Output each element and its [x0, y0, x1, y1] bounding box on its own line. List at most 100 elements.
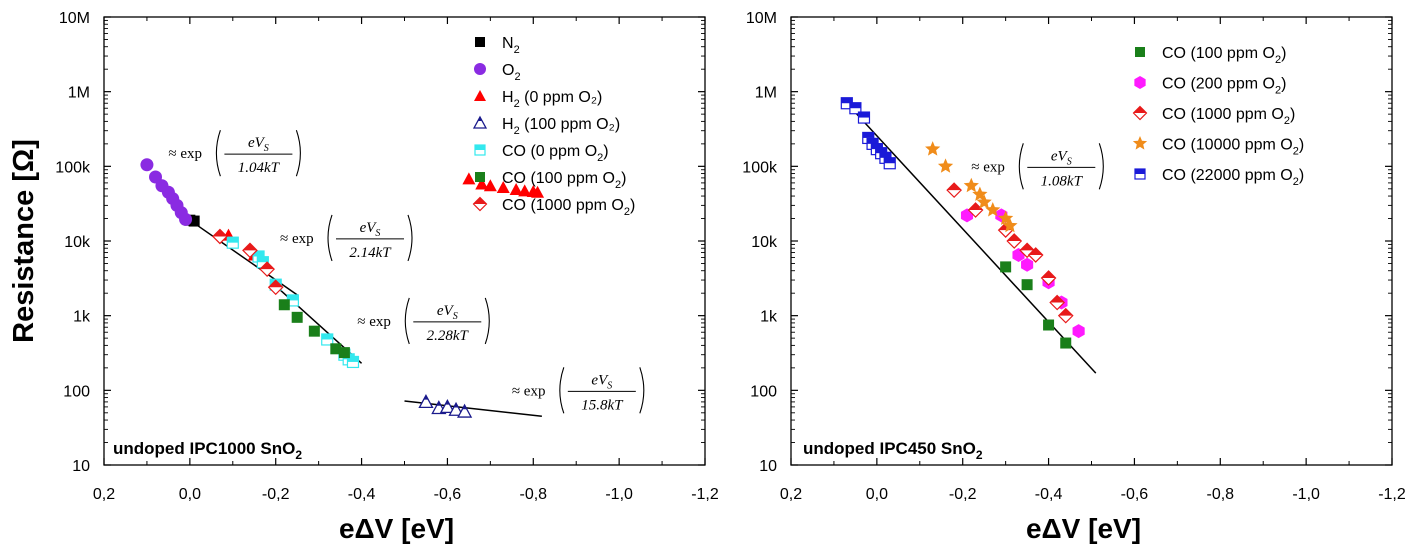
svg-text:eVS: eVS [248, 135, 269, 154]
x-tick-label: -0,4 [348, 486, 376, 503]
data-point [226, 236, 239, 249]
panel-label: undoped IPC1000 SnO2 [113, 439, 302, 462]
legend-label: H2 (0 ppm O₂) [502, 89, 602, 110]
x-tick-label: -0,4 [1035, 486, 1063, 503]
svg-text:1.08kT: 1.08kT [1041, 173, 1084, 189]
data-point [308, 325, 320, 337]
data-point [1049, 294, 1066, 311]
plot-frame [790, 16, 1393, 466]
data-point [849, 102, 862, 115]
y-tick-label: 1k [760, 309, 778, 326]
x-tick-label: -0,2 [262, 486, 290, 503]
legend: N2 O2 H2 (0 ppm O₂) H2 (100 ppm O₂) CO (0 pp… [472, 35, 635, 218]
legend-label: CO (1000 ppm O2) [1162, 106, 1295, 127]
legend-label: CO (0 ppm O2) [502, 143, 609, 164]
legend-marker [1134, 168, 1146, 180]
data-point [1021, 279, 1033, 291]
data-point [509, 182, 523, 195]
data-point [963, 177, 979, 193]
x-tick-label: -1,0 [1292, 486, 1320, 503]
svg-text:eVS: eVS [591, 372, 612, 391]
data-point [439, 399, 456, 414]
y-tick-label: 100k [742, 159, 778, 176]
svg-text:≈ exp: ≈ exp [168, 146, 202, 162]
svg-text:2.14kT: 2.14kT [349, 245, 392, 261]
data-point [1072, 324, 1085, 339]
legend-marker [472, 115, 488, 129]
chart-panel-2: 0,2 0,0 -0,2 -0,4 -0,6 -0,8 -1,0 -1,2 10 100 1k 10k… [742, 10, 1406, 544]
fit-annotation: ≈ exp eVS 2.14kT [280, 214, 413, 262]
data-point [531, 185, 545, 198]
data-point [338, 347, 350, 359]
svg-text:eVS: eVS [360, 220, 381, 239]
legend-label: CO (10000 ppm O2) [1162, 137, 1304, 158]
fit-annotation: ≈ exp eVS 2.28kT [357, 297, 490, 345]
y-tick-label: 1M [755, 85, 777, 102]
x-axis-title: eΔV [eV] [339, 513, 454, 544]
data-point [857, 111, 871, 124]
svg-text:≈ exp: ≈ exp [280, 231, 314, 247]
y-tick-label: 10k [751, 234, 778, 251]
x-tick-label: 0,0 [866, 486, 888, 503]
legend-marker [475, 37, 485, 47]
svg-text:≈ exp: ≈ exp [512, 383, 546, 399]
data-point [291, 311, 303, 323]
legend: CO (100 ppm O2) CO (200 ppm O2) CO (1000 p… [1132, 45, 1304, 188]
data-point [278, 299, 290, 311]
legend-label: N2 [502, 35, 520, 56]
legend-label: CO (1000 ppm O2) [502, 197, 635, 218]
data-point [457, 403, 473, 418]
data-point [259, 261, 275, 277]
data-point [330, 343, 342, 355]
chart-panel-1: 0,2 0,0 -0,2 -0,4 -0,6 -0,8 -1,0 -1,2 10 100 1k 10k… [8, 10, 719, 544]
x-tick-label: -1,0 [605, 486, 633, 503]
y-tick-label: 10M [746, 10, 777, 27]
data-point [937, 158, 954, 173]
data-point [448, 401, 464, 416]
legend-marker [1132, 136, 1148, 150]
y-tick-label: 10 [72, 458, 90, 475]
x-tick-label: -1,2 [691, 486, 719, 503]
data-point [1006, 233, 1023, 249]
x-axis-title: eΔV [eV] [1026, 513, 1141, 544]
data-point [140, 158, 154, 172]
data-point [883, 157, 896, 170]
legend-label: H2 (100 ppm O₂) [502, 116, 620, 137]
x-tick-label: 0,0 [179, 486, 201, 503]
data-point [242, 242, 258, 259]
legend-label: CO (100 ppm O2) [1162, 45, 1286, 66]
legend-label: O2 [502, 62, 521, 83]
data-point [1040, 270, 1057, 286]
panel-label: undoped IPC450 SnO2 [803, 439, 983, 462]
x-tick-label: -0,2 [949, 486, 977, 503]
svg-text:1.04kT: 1.04kT [238, 160, 281, 176]
legend-marker [474, 90, 486, 101]
legend-label: CO (100 ppm O2) [502, 170, 626, 191]
y-axis-title: Resistance [Ω] [8, 139, 40, 343]
x-tick-label: -0,8 [519, 486, 547, 503]
y-tick-label: 10k [64, 234, 91, 251]
data-point [1060, 337, 1072, 349]
data-point [418, 394, 434, 409]
y-tick-label: 100 [750, 383, 777, 400]
data-point [1002, 217, 1018, 233]
data-point [462, 172, 476, 185]
legend-marker [474, 144, 486, 156]
fit-annotation: ≈ exp eVS 1.04kT [168, 130, 301, 177]
data-point [1021, 257, 1034, 272]
data-point [212, 228, 228, 245]
data-point [475, 177, 489, 190]
data-point [985, 202, 1001, 217]
fit-line [846, 102, 1097, 374]
legend-marker [474, 63, 486, 75]
y-tick-label: 1k [73, 309, 91, 326]
svg-text:2.28kT: 2.28kT [427, 328, 470, 344]
legend-marker [1135, 47, 1145, 57]
y-tick-label: 100 [63, 383, 90, 400]
data-point [483, 179, 497, 192]
data-point [346, 355, 360, 369]
x-tick-label: -0,8 [1206, 486, 1234, 503]
data-point [976, 194, 992, 209]
legend-marker [475, 172, 485, 182]
